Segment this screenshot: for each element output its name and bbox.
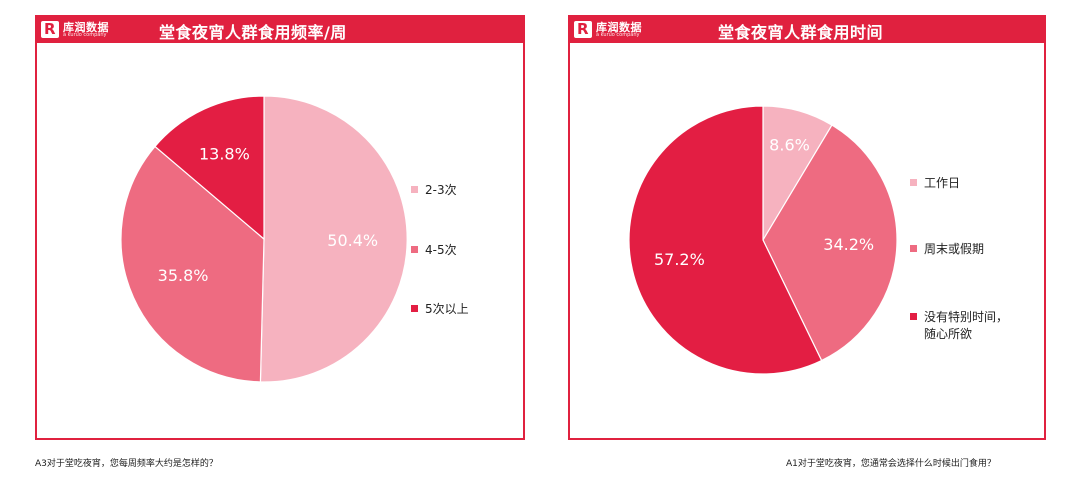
- logo-text: 库润数据: [63, 21, 109, 34]
- legend-swatch: [411, 246, 418, 253]
- logo-text: 库润数据: [596, 21, 642, 34]
- question-caption: A1对于堂吃夜宵，您通常会选择什么时候出门食用？: [786, 459, 996, 469]
- legend-swatch: [910, 245, 917, 252]
- slice-value-label: 8.6%: [769, 135, 810, 154]
- legend-swatch: [411, 305, 418, 312]
- pie-slice: [259, 95, 408, 383]
- slice-value-label: 34.2%: [823, 235, 874, 254]
- legend-label: 随心所欲: [924, 326, 972, 341]
- pie-slice: [120, 145, 265, 383]
- logo-subtext: a kuruo company: [63, 32, 107, 38]
- logo-mark-icon: R: [41, 20, 59, 38]
- legend-label: 工作日: [924, 176, 960, 190]
- logo-mark-icon: R: [574, 20, 592, 38]
- slice-value-label: 13.8%: [199, 144, 250, 163]
- pie-slice: [154, 95, 265, 241]
- legend-label: 没有特别时间，: [924, 309, 1008, 324]
- legend-swatch: [910, 179, 917, 186]
- legend-label: 4-5次: [425, 243, 457, 257]
- logo-subtext: a kuruo company: [596, 32, 640, 38]
- slice-value-label: 35.8%: [158, 266, 209, 285]
- panel-header: R 库润数据 a kuruo company 堂食夜宵人群食用频率/周: [37, 17, 523, 43]
- chart-title: 堂食夜宵人群食用时间: [718, 23, 884, 42]
- pie-chart-frequency: 50.4% 35.8% 13.8% 2-3次 4-5次 5次以上: [120, 95, 469, 383]
- legend-swatch: [910, 313, 917, 320]
- pie-slice: [628, 105, 823, 375]
- legend-label: 2-3次: [425, 183, 457, 197]
- brand-logo: R 库润数据 a kuruo company: [41, 20, 121, 40]
- chart-panel-frequency: R 库润数据 a kuruo company 堂食夜宵人群食用频率/周 50.4…: [35, 15, 525, 440]
- slice-value-label: 57.2%: [654, 250, 705, 269]
- legend-swatch: [411, 186, 418, 193]
- chart-title: 堂食夜宵人群食用频率/周: [159, 23, 347, 42]
- pie-slice: [762, 124, 898, 362]
- chart-panel-timing: R 库润数据 a kuruo company 堂食夜宵人群食用时间 8.6% 34…: [568, 15, 1046, 440]
- legend-label: 5次以上: [425, 302, 469, 316]
- question-caption: A3对于堂吃夜宵，您每周频率大约是怎样的？: [35, 459, 218, 469]
- panel-header: R 库润数据 a kuruo company 堂食夜宵人群食用时间: [570, 17, 1044, 43]
- brand-logo: R 库润数据 a kuruo company: [574, 20, 654, 40]
- slice-value-label: 50.4%: [327, 231, 378, 250]
- legend-label: 周末或假期: [924, 242, 984, 256]
